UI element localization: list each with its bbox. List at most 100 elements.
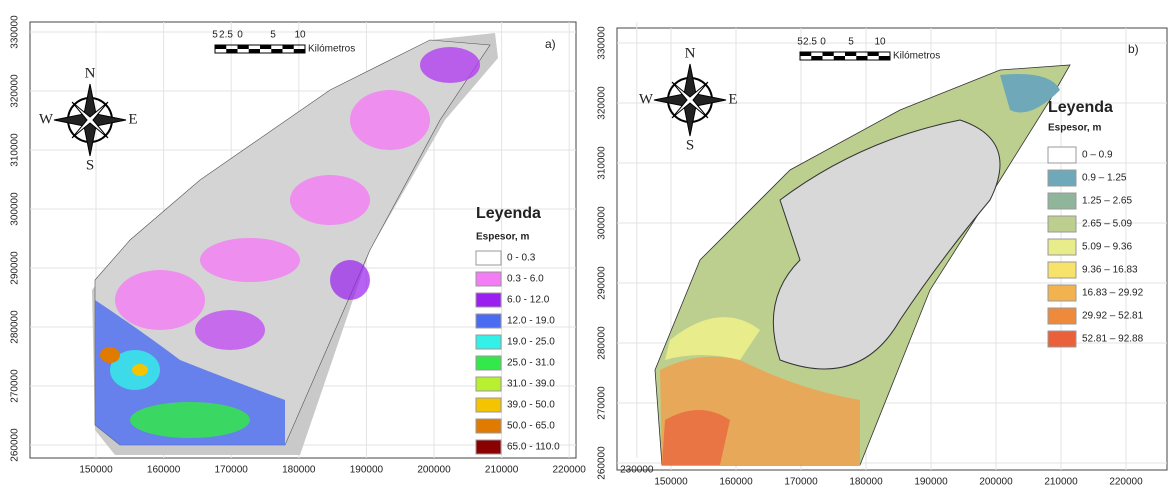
x-tick-label: 200000 bbox=[417, 465, 451, 476]
legend-swatch bbox=[1048, 147, 1076, 163]
legend-label: 16.83 – 29.92 bbox=[1082, 288, 1144, 299]
zone bbox=[132, 364, 148, 376]
scale-segment bbox=[811, 56, 822, 60]
legend-swatch bbox=[1048, 239, 1076, 255]
y-tick-label: 320000 bbox=[597, 86, 608, 120]
x-tick-label: 200000 bbox=[979, 477, 1013, 488]
y-tick-label: 320000 bbox=[10, 74, 21, 108]
legend-label: 19.0 - 25.0 bbox=[507, 337, 555, 348]
x-tick-label: 150000 bbox=[654, 477, 688, 488]
y-tick-label: 300000 bbox=[597, 206, 608, 240]
legend-label: 0 – 0.9 bbox=[1082, 150, 1113, 161]
zone bbox=[100, 347, 120, 363]
legend-label: 29.92 – 52.81 bbox=[1082, 311, 1144, 322]
legend-swatch bbox=[476, 440, 501, 454]
zone bbox=[115, 270, 205, 330]
legend-label: 5.09 – 9.36 bbox=[1082, 242, 1132, 253]
scale-unit: Kilómetros bbox=[893, 51, 940, 62]
legend-label: 52.81 – 92.88 bbox=[1082, 334, 1144, 345]
y-tick-label: 290000 bbox=[10, 251, 21, 285]
scale-segment bbox=[823, 52, 834, 56]
x-tick-label: 190000 bbox=[350, 465, 384, 476]
panel-label: b) bbox=[1128, 42, 1139, 56]
zone bbox=[420, 47, 480, 83]
scale-label: 2.5 bbox=[219, 30, 233, 41]
scale-segment bbox=[215, 45, 226, 49]
legend-swatch bbox=[476, 335, 501, 349]
compass-letter: S bbox=[86, 157, 94, 173]
legend-label: 65.0 - 110.0 bbox=[507, 442, 560, 453]
legend-label: 9.36 – 16.83 bbox=[1082, 265, 1138, 276]
legend-swatch bbox=[476, 398, 501, 412]
x-tick-label: 150000 bbox=[79, 465, 113, 476]
scale-segment bbox=[294, 49, 305, 53]
legend-subtitle: Espesor, m bbox=[1048, 123, 1101, 134]
zone bbox=[195, 310, 265, 350]
scale-segment bbox=[868, 52, 879, 56]
legend-label: 31.0 - 39.0 bbox=[507, 379, 555, 390]
scale-label: 5 bbox=[270, 30, 276, 41]
figure: 150000 160000 170000 180000 190000 200000 2100… bbox=[0, 0, 1169, 490]
y-tick-label: 330000 bbox=[10, 15, 21, 49]
x-tick-label: 230000 bbox=[620, 465, 654, 476]
legend-subtitle: Espesor, m bbox=[476, 232, 529, 243]
legend-swatch bbox=[1048, 216, 1076, 232]
legend-label: 50.0 - 65.0 bbox=[507, 421, 555, 432]
scale-segment bbox=[283, 45, 294, 49]
scale-segment bbox=[800, 52, 811, 56]
x-tick-label: 160000 bbox=[147, 465, 181, 476]
legend-swatch bbox=[1048, 308, 1076, 324]
zone bbox=[130, 402, 250, 438]
scale-label: 10 bbox=[294, 30, 306, 41]
scale-segment bbox=[879, 56, 890, 60]
legend-label: 39.0 - 50.0 bbox=[507, 400, 555, 411]
y-tick-label: 330000 bbox=[597, 26, 608, 60]
y-tick-label: 310000 bbox=[10, 133, 21, 167]
x-tick-label: 220000 bbox=[553, 465, 587, 476]
scale-segment bbox=[845, 52, 856, 56]
legend-swatch bbox=[476, 251, 501, 265]
y-tick-label: 300000 bbox=[10, 192, 21, 226]
scale-label: 0 bbox=[237, 30, 243, 41]
scale-label: 0 bbox=[820, 37, 826, 48]
zone bbox=[350, 90, 430, 150]
legend-label: 1.25 – 2.65 bbox=[1082, 196, 1132, 207]
scale-segment bbox=[271, 49, 282, 53]
legend-title: Leyenda bbox=[1048, 99, 1113, 116]
x-tick-label: 210000 bbox=[485, 465, 519, 476]
y-tick-label: 260000 bbox=[10, 428, 21, 462]
scale-segment bbox=[856, 56, 867, 60]
compass-letter: S bbox=[686, 137, 694, 153]
compass-letter: N bbox=[685, 45, 696, 61]
compass-letter: W bbox=[639, 91, 654, 107]
x-tick-label: 180000 bbox=[849, 477, 883, 488]
x-tick-label: 210000 bbox=[1044, 477, 1078, 488]
legend-label: 2.65 – 5.09 bbox=[1082, 219, 1132, 230]
legend-swatch bbox=[1048, 193, 1076, 209]
legend-label: 0 - 0.3 bbox=[507, 253, 536, 264]
legend-label: 0.9 – 1.25 bbox=[1082, 173, 1127, 184]
legend-label: 25.0 - 31.0 bbox=[507, 358, 555, 369]
x-tick-label: 160000 bbox=[719, 477, 753, 488]
zone bbox=[200, 238, 300, 282]
x-tick-label: 220000 bbox=[1109, 477, 1143, 488]
y-tick-label: 260000 bbox=[597, 446, 608, 480]
legend-swatch bbox=[476, 272, 501, 286]
compass-letter: E bbox=[128, 111, 137, 127]
scale-segment bbox=[834, 56, 845, 60]
legend-swatch bbox=[476, 419, 501, 433]
x-tick-label: 170000 bbox=[784, 477, 818, 488]
scale-segment bbox=[238, 45, 249, 49]
compass-letter: W bbox=[39, 111, 54, 127]
scale-segment bbox=[226, 49, 237, 53]
scale-label: 5 bbox=[848, 37, 854, 48]
zone bbox=[290, 175, 370, 225]
y-tick-label: 270000 bbox=[10, 369, 21, 403]
legend-swatch bbox=[1048, 170, 1076, 186]
x-tick-label: 180000 bbox=[282, 465, 316, 476]
legend-label: 0.3 - 6.0 bbox=[507, 274, 544, 285]
legend-swatch bbox=[476, 377, 501, 391]
y-tick-label: 280000 bbox=[597, 326, 608, 360]
x-tick-label: 190000 bbox=[914, 477, 948, 488]
panel-label: a) bbox=[545, 37, 556, 51]
